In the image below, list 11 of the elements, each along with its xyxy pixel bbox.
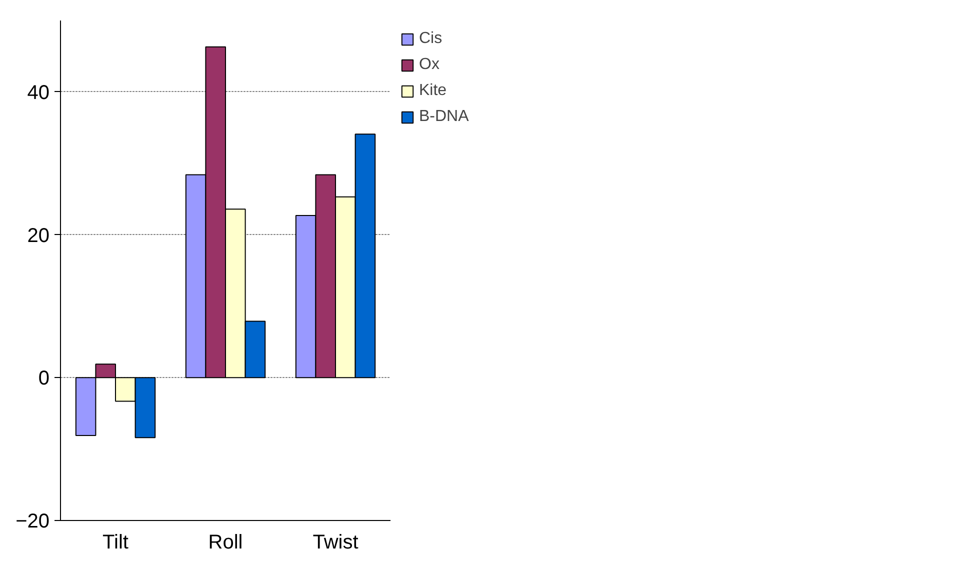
legend-label: Kite bbox=[419, 82, 447, 100]
y-tick-label: −20 bbox=[16, 510, 50, 532]
x-tick-label: Roll bbox=[208, 532, 243, 554]
legend-label: B-DNA bbox=[419, 108, 469, 126]
y-tick-label: 20 bbox=[27, 224, 50, 247]
x-tick-label: Twist bbox=[312, 532, 359, 554]
y-tick-label: 40 bbox=[27, 82, 50, 104]
y-tick-label: 0 bbox=[38, 368, 50, 390]
legend-label: Cis bbox=[419, 30, 442, 48]
legend-label: Ox bbox=[419, 56, 440, 74]
x-tick-label: Tilt bbox=[102, 532, 129, 554]
